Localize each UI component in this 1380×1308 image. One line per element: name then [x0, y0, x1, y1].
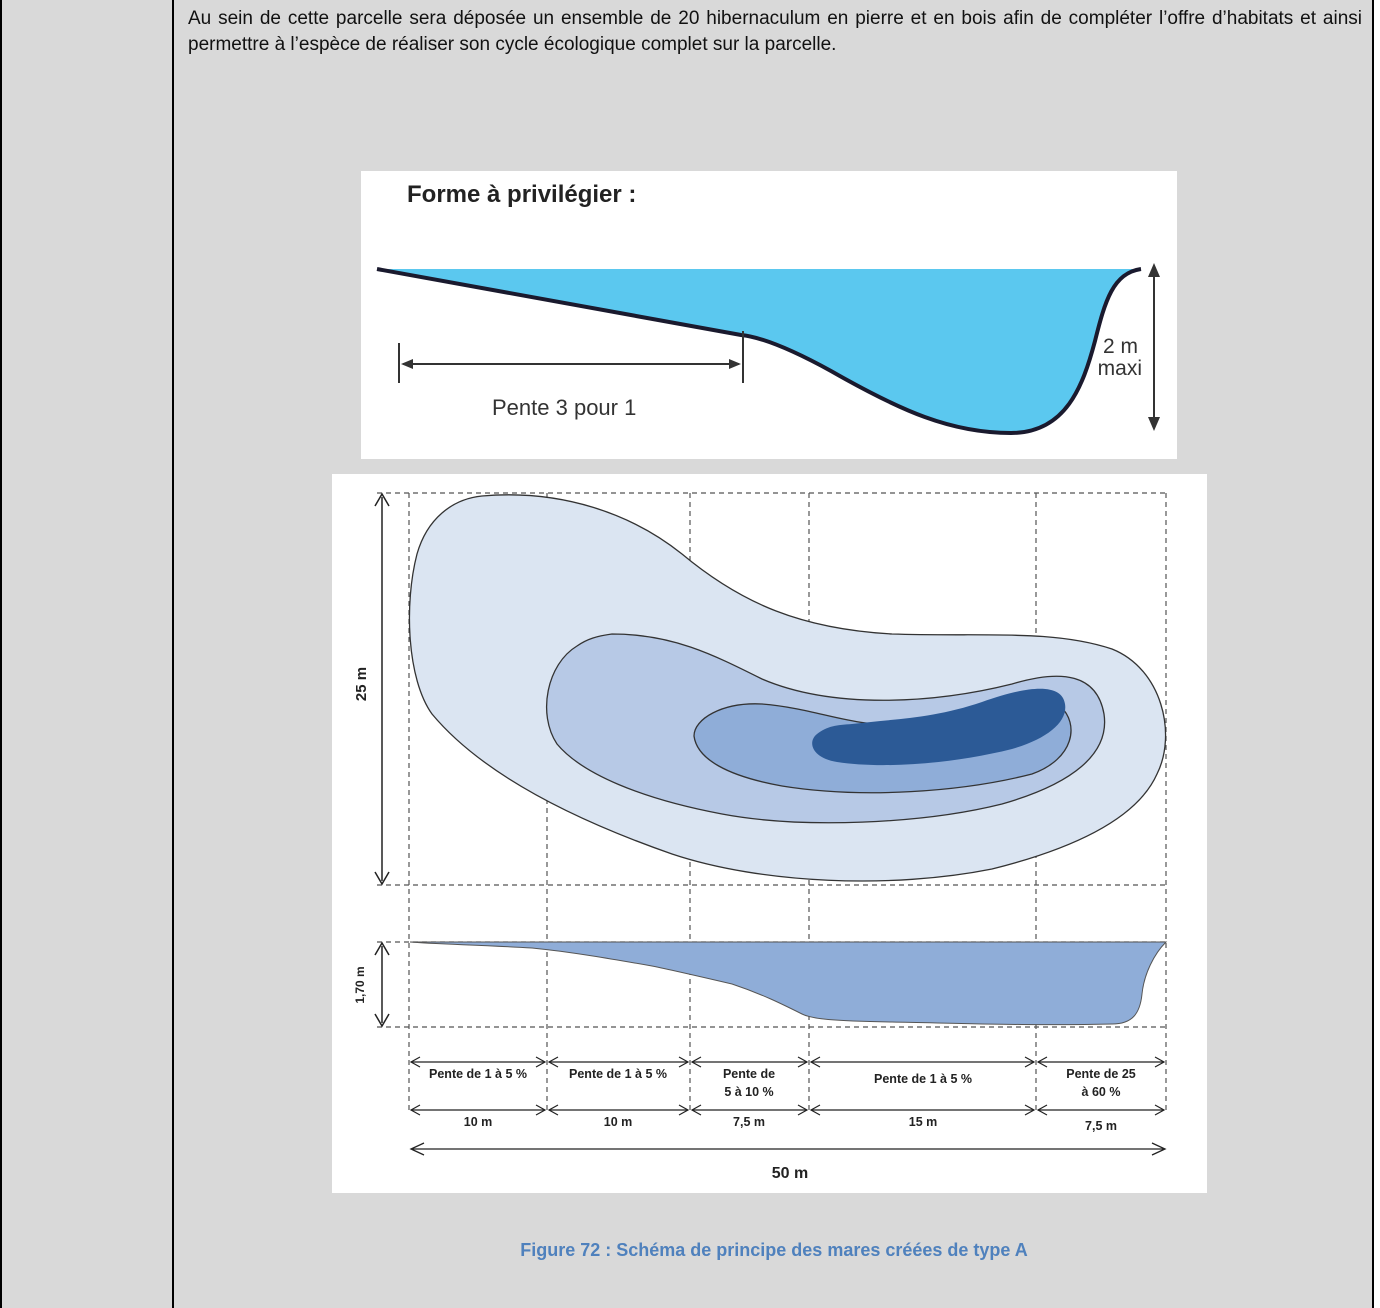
- slope-arrowhead-right: [729, 359, 741, 369]
- segment-labels: Pente de 1 à 5 % Pente de 1 à 5 % Pente …: [429, 1067, 1136, 1133]
- segment-arrowhead: [809, 1056, 821, 1068]
- width-dimension: 25 m: [353, 492, 390, 886]
- profile-bottom-line: [376, 267, 1142, 436]
- segment-arrowhead: [1154, 1056, 1166, 1068]
- pond-plan-figure: 25 m 1,70 m Pente de 1 à 5 % Pente de 1 …: [332, 474, 1207, 1193]
- profile-water: [377, 269, 1141, 433]
- total-dimension: 50 m: [409, 1142, 1167, 1182]
- segment-length-4: 15 m: [909, 1115, 938, 1129]
- depth-value: 2 m: [1103, 335, 1138, 358]
- pond-plan-svg: 25 m 1,70 m Pente de 1 à 5 % Pente de 1 …: [353, 492, 1168, 1182]
- segment-slope-label-2: Pente de 1 à 5 %: [569, 1067, 667, 1081]
- segment-slope-label-4: Pente de 1 à 5 %: [874, 1072, 972, 1086]
- segment-arrowhead: [1036, 1104, 1048, 1116]
- depth-label: 1,70 m: [353, 966, 367, 1003]
- slope-label: Pente 3 pour 1: [492, 395, 636, 420]
- segment-length-1: 10 m: [464, 1115, 493, 1129]
- depth-arrowhead-bottom: [1148, 417, 1160, 431]
- depth-note: maxi: [1098, 357, 1142, 380]
- segment-arrowhead: [809, 1104, 821, 1116]
- segment-arrowhead: [678, 1104, 690, 1116]
- segment-length-5: 7,5 m: [1085, 1119, 1117, 1133]
- total-label: 50 m: [772, 1165, 808, 1182]
- segment-slope-label-3: Pente de: [723, 1067, 775, 1081]
- body-paragraph: Au sein de cette parcelle sera déposée u…: [188, 8, 1362, 55]
- segment-arrowhead: [1036, 1056, 1048, 1068]
- table-left-cell: [0, 0, 174, 1308]
- pond-zone-deepest: [812, 688, 1066, 766]
- width-label: 25 m: [353, 667, 370, 701]
- segment-arrowhead: [678, 1056, 690, 1068]
- segment-arrowhead: [535, 1104, 547, 1116]
- segment-arrowhead: [690, 1056, 702, 1068]
- segment-arrowhead: [547, 1104, 559, 1116]
- segment-arrowhead: [409, 1056, 421, 1068]
- pond-section-profile: [409, 941, 1168, 1026]
- figure-caption: Figure 72 : Schéma de principe des mares…: [520, 1240, 1028, 1260]
- pond-profile-svg: Forme à privilégier : Pente 3 pour 1 2 m…: [376, 181, 1160, 436]
- segment-slope-label-3b: 5 à 10 %: [724, 1085, 773, 1099]
- segment-arrowhead: [690, 1104, 702, 1116]
- depth-dimension: 1,70 m: [353, 941, 390, 1028]
- pond-profile-figure: Forme à privilégier : Pente 3 pour 1 2 m…: [361, 171, 1177, 459]
- segment-arrows: [409, 1056, 1166, 1116]
- segment-arrowhead: [535, 1056, 547, 1068]
- depth-arrowhead-top: [1148, 263, 1160, 277]
- segment-slope-label-1: Pente de 1 à 5 %: [429, 1067, 527, 1081]
- slope-arrowhead-left: [401, 359, 413, 369]
- segment-arrowhead: [797, 1104, 809, 1116]
- segment-arrowhead: [1154, 1104, 1166, 1116]
- segment-length-2: 10 m: [604, 1115, 633, 1129]
- segment-arrowhead: [797, 1056, 809, 1068]
- segment-arrowhead: [1024, 1104, 1036, 1116]
- segment-length-3: 7,5 m: [733, 1115, 765, 1129]
- segment-slope-label-5: Pente de 25: [1066, 1067, 1136, 1081]
- segment-arrowhead: [547, 1056, 559, 1068]
- segment-arrowhead: [409, 1104, 421, 1116]
- segment-slope-label-5b: à 60 %: [1082, 1085, 1121, 1099]
- profile-title: Forme à privilégier :: [407, 181, 636, 208]
- segment-arrowhead: [1024, 1056, 1036, 1068]
